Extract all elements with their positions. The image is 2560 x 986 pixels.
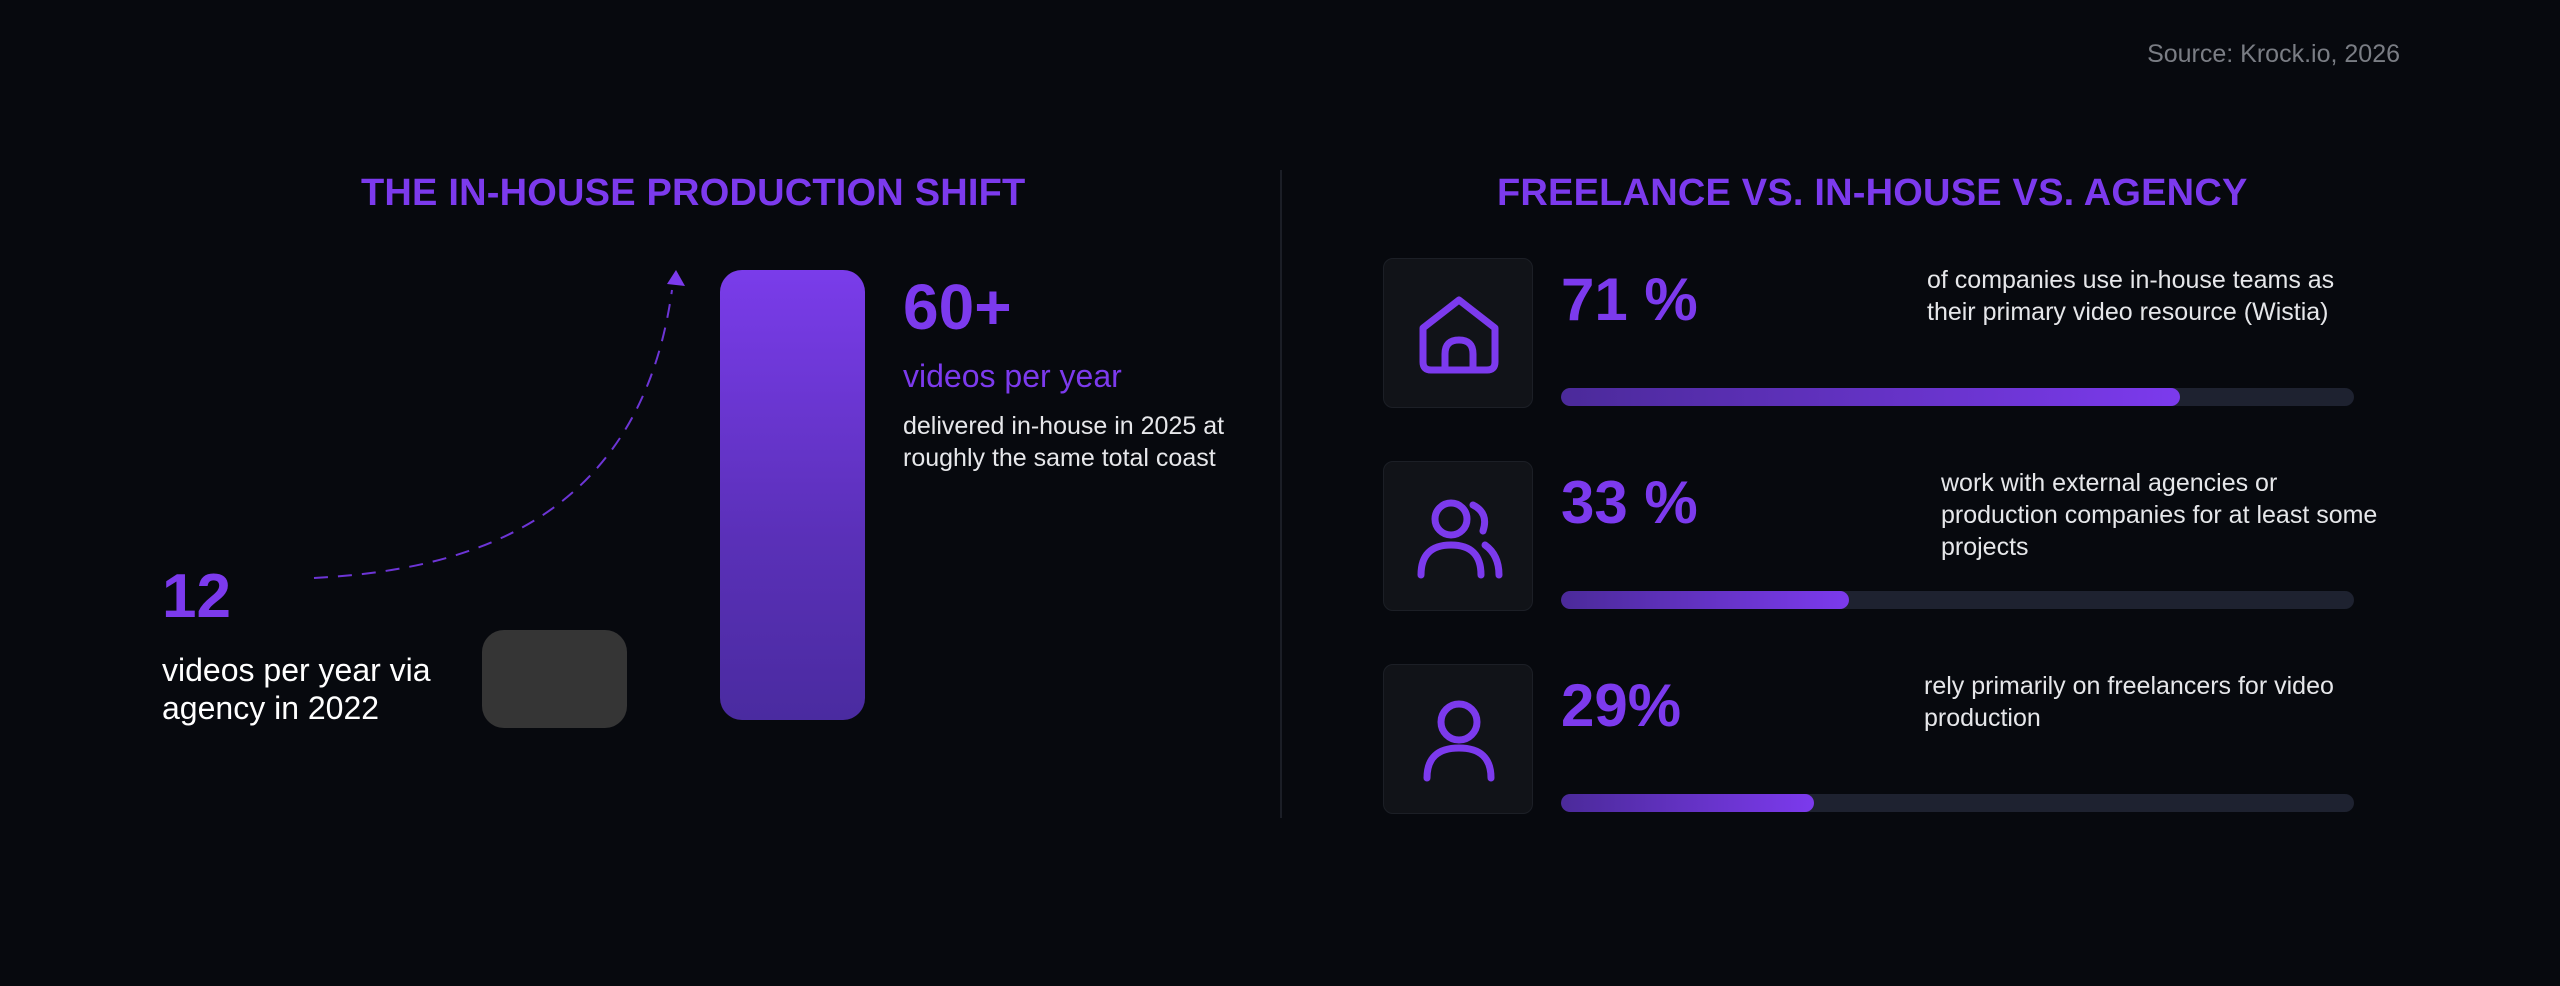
value-2025-unit: videos per year <box>903 358 1122 394</box>
stat-text-in-house: of companies use in-house teams as their… <box>1927 266 2335 326</box>
value-2025-description: delivered in-house in 2025 at roughly th… <box>903 412 1225 472</box>
stat-percent-freelancers: 29% <box>1561 672 1682 739</box>
stat-text-agencies: work with external agencies or productio… <box>1941 469 2378 561</box>
icon-box-agencies <box>1383 461 1533 611</box>
stat-row-agencies: 33 % work with external agencies or prod… <box>1383 461 2377 611</box>
icon-box-freelancers <box>1383 664 1533 814</box>
value-2022-description: videos per year via agency in 2022 <box>162 652 431 726</box>
stat-row-freelancers: 29% rely primarily on freelancers for vi… <box>1383 664 2355 814</box>
stat-text-freelancers: rely primarily on freelancers for video … <box>1924 672 2334 732</box>
progress-fill-freelancers <box>1561 794 1814 812</box>
house-icon <box>1419 296 1499 374</box>
user-icon <box>1423 700 1495 782</box>
value-2022: 12 <box>162 562 231 631</box>
section-divider <box>1280 170 1282 818</box>
section-title-comparison: FREELANCE VS. IN-HOUSE VS. AGENCY <box>1497 172 2248 214</box>
progress-track-agencies <box>1561 591 2354 609</box>
source-note: Source: Krock.io, 2026 <box>2147 40 2400 68</box>
section-title-in-house-shift: THE IN-HOUSE PRODUCTION SHIFT <box>361 172 1026 214</box>
icon-box-in-house <box>1383 258 1533 408</box>
bar-2022 <box>482 630 627 728</box>
users-icon <box>1417 499 1503 579</box>
value-2025: 60+ <box>903 271 1012 343</box>
progress-track-freelancers <box>1561 794 2354 812</box>
stat-percent-agencies: 33 % <box>1561 469 1698 536</box>
bar-2025 <box>720 270 865 720</box>
progress-fill-agencies <box>1561 591 1849 609</box>
progress-track-in-house <box>1561 388 2354 406</box>
growth-curve-path <box>313 289 673 579</box>
stat-row-in-house: 71 % of companies use in-house teams as … <box>1383 258 2355 408</box>
stat-percent-in-house: 71 % <box>1561 266 1698 333</box>
growth-arrowhead <box>667 270 685 286</box>
progress-fill-in-house <box>1561 388 2181 406</box>
